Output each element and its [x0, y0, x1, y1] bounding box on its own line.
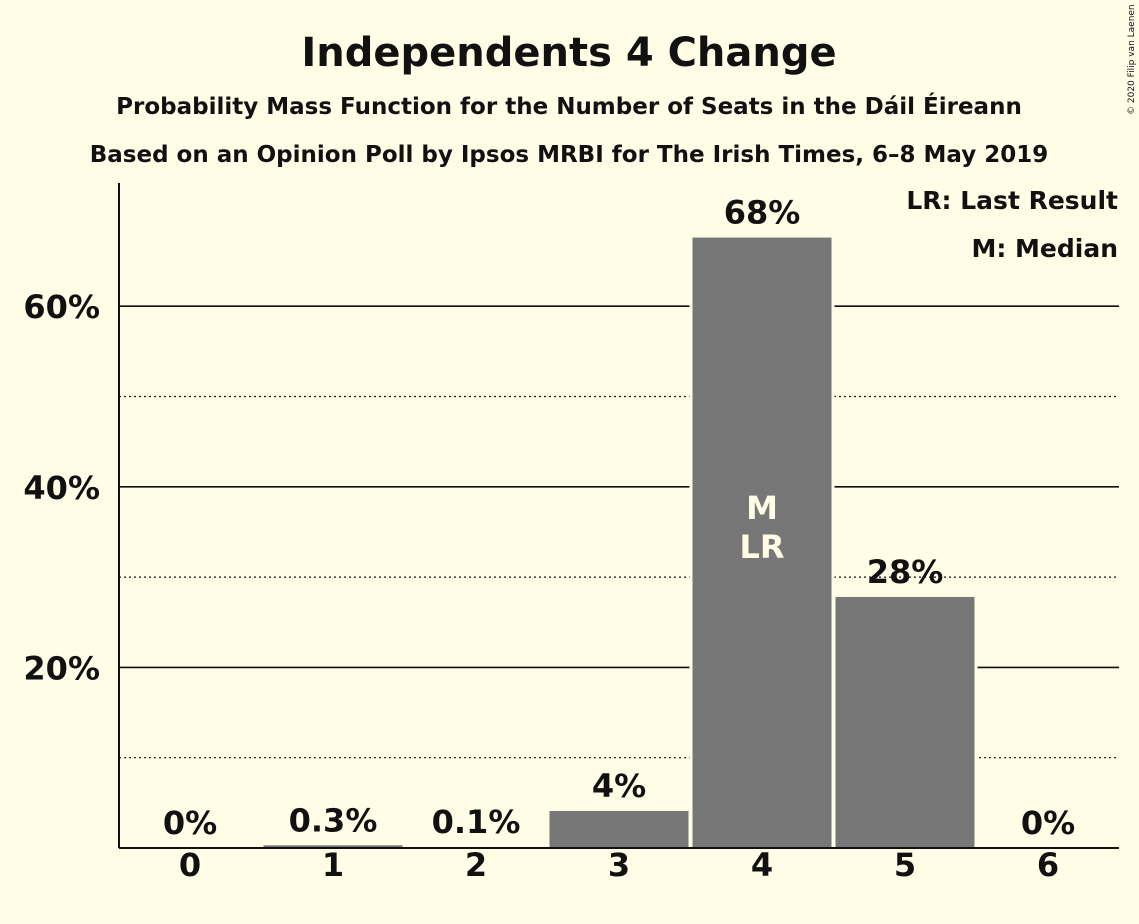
bar-seats-5: [835, 596, 975, 848]
bars: [260, 234, 978, 848]
x-tick-label: 5: [894, 846, 916, 884]
chart-title: Independents 4 Change: [301, 30, 836, 76]
last-result-marker: LR: [739, 528, 784, 566]
y-tick-label: 20%: [23, 649, 100, 687]
x-tick-label: 6: [1037, 846, 1059, 884]
data-label: 28%: [867, 553, 944, 591]
chart-subtitle-source: Based on an Opinion Poll by Ipsos MRBI f…: [90, 142, 1049, 168]
data-label: 0.3%: [289, 801, 378, 839]
x-tick-label: 3: [608, 846, 630, 884]
data-label: 0%: [1021, 804, 1075, 842]
copyright-notice: © 2020 Filip van Laenen: [1127, 4, 1137, 115]
bar-seats-3: [549, 810, 689, 848]
y-tick-label: 40%: [23, 469, 100, 507]
bar-seats-4: [692, 237, 832, 848]
legend-last-result: LR: Last Result: [906, 186, 1118, 215]
median-marker: M: [746, 489, 778, 527]
gridlines: [119, 305, 1119, 759]
data-label: 0%: [163, 804, 217, 842]
x-tick-label: 1: [322, 846, 344, 884]
data-label: 4%: [592, 767, 646, 805]
x-tick-label: 2: [465, 846, 487, 884]
y-tick-label: 60%: [23, 288, 100, 326]
x-tick-label: 0: [179, 846, 201, 884]
bar-seats-1: [263, 845, 403, 848]
labels: 20%40%60%00%10.3%20.1%34%468%528%60%MLR: [23, 194, 1075, 884]
legend-median: M: Median: [971, 234, 1118, 263]
data-label: 0.1%: [432, 803, 521, 841]
bar-halo: [260, 842, 406, 848]
data-label: 68%: [724, 194, 801, 232]
chart-subtitle: Probability Mass Function for the Number…: [116, 92, 1022, 120]
axes: [118, 183, 1119, 849]
x-tick-label: 4: [751, 846, 773, 884]
bar-halo: [403, 844, 549, 848]
